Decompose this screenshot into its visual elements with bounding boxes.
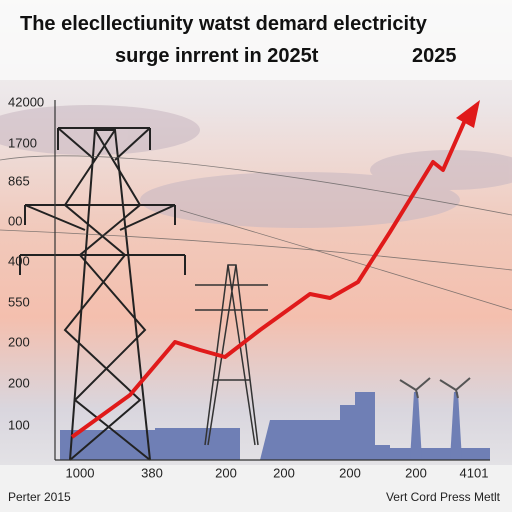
- y-label: 865: [8, 173, 30, 188]
- power-lines: [0, 155, 512, 311]
- y-label: 100: [8, 417, 30, 432]
- y-label: 200: [8, 334, 30, 349]
- x-label: 1000: [66, 465, 95, 480]
- pylon-large: [19, 127, 186, 461]
- x-label: 200: [215, 465, 237, 480]
- y-label: 200: [8, 375, 30, 390]
- title-line2-right: 2025: [412, 45, 457, 67]
- y-label: 1700: [8, 135, 37, 150]
- title-band: [0, 0, 512, 80]
- trend-arrow: [70, 117, 468, 439]
- x-label: 380: [141, 465, 163, 480]
- footer-band: [0, 465, 512, 512]
- y-label: 00: [8, 213, 22, 228]
- x-label: 4101: [460, 465, 489, 480]
- y-label: 400: [8, 253, 30, 268]
- y-label: 550: [8, 294, 30, 309]
- x-label: 200: [339, 465, 361, 480]
- arrow-head: [456, 100, 480, 128]
- wind-turbines: [399, 377, 471, 399]
- footer-right: Vert Cord Press Metlt: [386, 490, 501, 504]
- title-line2: surge inrrent in 2025t: [115, 45, 319, 67]
- axes: [54, 100, 490, 461]
- title-line1: The elecllectiunity watst demard electri…: [20, 13, 428, 35]
- x-label: 200: [405, 465, 427, 480]
- footer-left: Perter 2015: [8, 490, 71, 504]
- x-label: 200: [273, 465, 295, 480]
- y-label: 42000: [8, 94, 44, 109]
